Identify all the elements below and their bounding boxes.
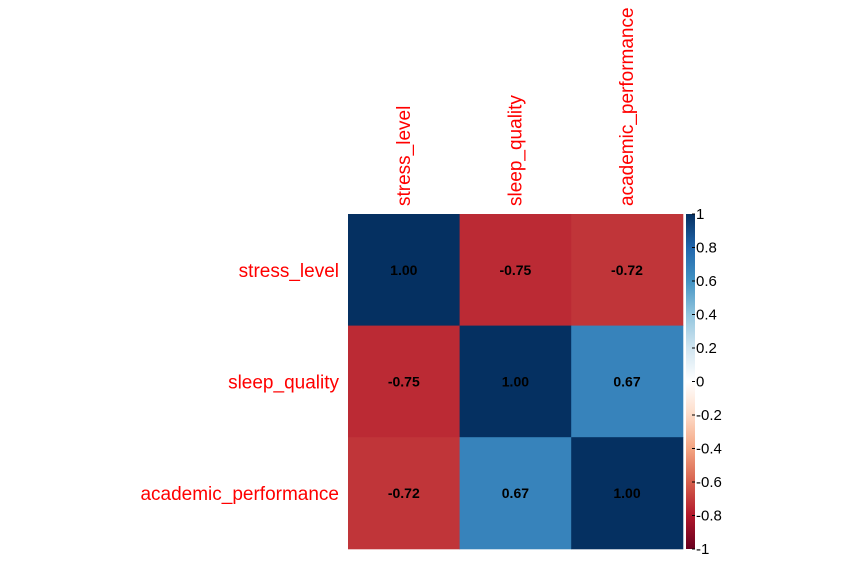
- row-label-stress_level: stress_level: [239, 261, 339, 282]
- heatmap-cell-academic_performance-stress_level: [348, 437, 461, 550]
- cell-value-label: -0.72: [611, 262, 643, 278]
- cell-value-label: 1.00: [502, 373, 529, 389]
- legend-tick-label: 0.6: [696, 273, 717, 290]
- cell-values: 1.00 -0.75 -0.72 -0.75 1.00 0.67 -0.72 0.67 1.00: [388, 262, 643, 501]
- legend-tick-label: 0.2: [696, 340, 717, 357]
- legend-tick-label: -0.4: [696, 441, 722, 458]
- cell-value-label: 0.67: [502, 485, 529, 501]
- heatmap-cell-stress_level-sleep_quality: [459, 214, 572, 327]
- column-label-stress_level: stress_level: [394, 106, 415, 206]
- heatmap-cell-academic_performance-sleep_quality: [459, 437, 572, 550]
- column-label-sleep_quality: sleep_quality: [505, 95, 526, 206]
- legend-tick-label: -0.6: [696, 474, 722, 491]
- legend-tick-label: 0: [696, 374, 704, 391]
- legend-tick-label: -1: [696, 541, 709, 558]
- column-label-academic_performance: academic_performance: [617, 7, 638, 206]
- cell-value-label: 1.00: [613, 485, 640, 501]
- cell-value-label: -0.75: [499, 262, 531, 278]
- heatmap-cell-stress_level-stress_level: [348, 214, 461, 327]
- heatmap-cell-sleep_quality-stress_level: [348, 325, 461, 438]
- heatmap-cell-sleep_quality-academic_performance: [571, 325, 684, 438]
- legend-color-bar: [686, 214, 695, 549]
- row-label-sleep_quality: sleep_quality: [228, 372, 339, 393]
- legend-tick-label: 1: [696, 206, 704, 223]
- row-label-academic_performance: academic_performance: [140, 484, 339, 505]
- heatmap-cell-stress_level-academic_performance: [571, 214, 684, 327]
- cell-value-label: 1.00: [390, 262, 417, 278]
- legend-tick-label: -0.8: [696, 508, 722, 525]
- color-legend: 1 0.8 0.6 0.4 0.2 0 -0.2 -0.4 -0.6 -0.8 -1: [686, 206, 722, 558]
- column-labels: stress_level sleep_quality academic_perfor…: [394, 7, 638, 206]
- cell-value-label: 0.67: [613, 373, 640, 389]
- legend-tick-label: -0.2: [696, 407, 722, 424]
- heatmap-cell-academic_performance-academic_performance: [571, 437, 684, 550]
- row-labels: stress_level sleep_quality academic_perfor…: [140, 261, 339, 505]
- legend-tick-label: 0.4: [696, 307, 717, 324]
- legend-tick-label: 0.8: [696, 240, 717, 257]
- cell-value-label: -0.72: [388, 485, 420, 501]
- heatmap-cell-sleep_quality-sleep_quality: [459, 325, 572, 438]
- cell-value-label: -0.75: [388, 373, 420, 389]
- heatmap-cells: [348, 214, 684, 550]
